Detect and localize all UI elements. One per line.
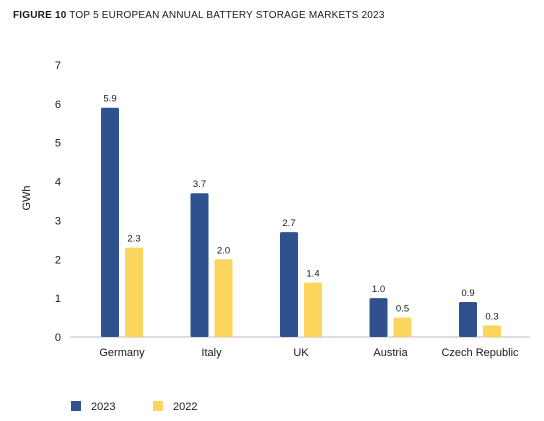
- data-label: 2.3: [127, 234, 140, 245]
- x-tick-label: Germany: [99, 347, 145, 359]
- legend-label: 2022: [173, 401, 197, 413]
- bar-2022: [214, 259, 233, 337]
- y-tick-label: 0: [55, 332, 61, 344]
- bar-2022: [393, 317, 412, 337]
- x-tick-label: Italy: [201, 347, 222, 359]
- data-label: 3.7: [193, 179, 206, 190]
- y-tick-label: 4: [55, 177, 61, 189]
- legend: 2023 2022: [71, 401, 197, 413]
- figure-caption: TOP 5 EUROPEAN ANNUAL BATTERY STORAGE MA…: [69, 10, 385, 21]
- y-tick-label: 6: [55, 99, 61, 111]
- data-label: 0.5: [396, 304, 409, 315]
- data-label: 2.7: [282, 218, 295, 229]
- bar-2023: [369, 298, 388, 337]
- data-label: 1.0: [372, 284, 385, 295]
- y-axis: 0 1 2 3 4 5 6 7: [55, 60, 61, 344]
- data-label: 5.9: [103, 94, 116, 105]
- data-label: 1.4: [306, 269, 319, 280]
- bar-2023: [459, 302, 477, 337]
- y-tick-label: 1: [55, 293, 61, 305]
- legend-label: 2023: [91, 401, 115, 413]
- bars: 5.9 2.3 3.7 2.0 2.7 1.4 1.0 0.5 0.9 0.3: [101, 94, 501, 337]
- figure-number: FIGURE 10: [13, 10, 67, 21]
- bar-2022: [304, 282, 322, 337]
- x-tick-label: UK: [293, 347, 309, 359]
- y-tick-label: 3: [55, 215, 61, 227]
- data-label: 0.9: [461, 288, 474, 299]
- x-axis: Germany Italy UK Austria Czech Republic: [99, 347, 519, 359]
- bar-2023: [280, 232, 298, 337]
- y-axis-label: GWh: [21, 185, 33, 210]
- y-tick-label: 5: [55, 138, 61, 150]
- y-tick-label: 7: [55, 60, 61, 72]
- legend-item-2023: 2023: [71, 401, 115, 413]
- legend-item-2022: 2022: [153, 401, 197, 413]
- data-label: 0.3: [485, 311, 498, 322]
- chart-title: FIGURE 10 TOP 5 EUROPEAN ANNUAL BATTERY …: [13, 10, 385, 21]
- y-tick-label: 2: [55, 254, 61, 266]
- x-tick-label: Austria: [373, 347, 408, 359]
- bar-2023: [190, 193, 209, 337]
- bar-2022: [483, 325, 501, 337]
- legend-swatch: [71, 401, 81, 411]
- bar-2023: [101, 107, 119, 337]
- legend-swatch: [153, 401, 163, 411]
- bar-2022: [125, 247, 143, 337]
- data-label: 2.0: [217, 245, 230, 256]
- x-tick-label: Czech Republic: [441, 347, 519, 359]
